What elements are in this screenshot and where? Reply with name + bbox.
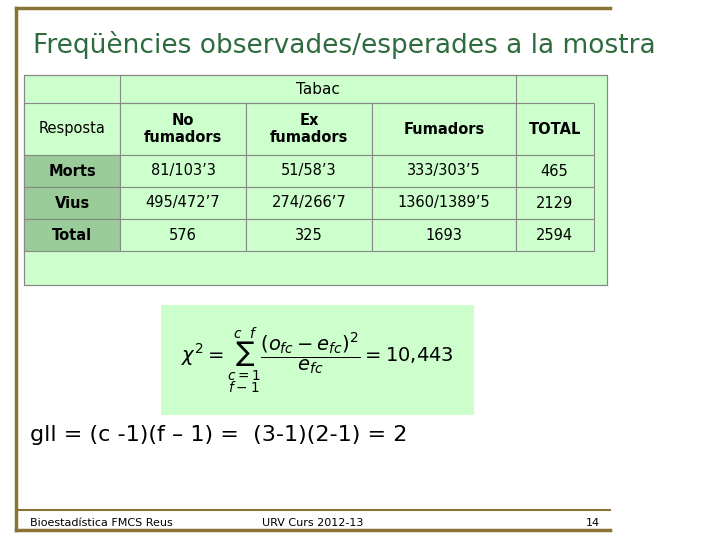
Text: $\chi^2 = \sum_{\substack{c=1\\f-1}}^{c\ \ f}\dfrac{(o_{fc}-e_{fc})^2}{e_{fc}} =: $\chi^2 = \sum_{\substack{c=1\\f-1}}^{c\… (181, 325, 454, 395)
Text: URV Curs 2012-13: URV Curs 2012-13 (262, 518, 364, 528)
FancyBboxPatch shape (516, 155, 594, 187)
FancyBboxPatch shape (120, 75, 516, 103)
FancyBboxPatch shape (372, 219, 516, 251)
FancyBboxPatch shape (24, 75, 607, 285)
FancyBboxPatch shape (246, 103, 372, 155)
FancyBboxPatch shape (120, 103, 246, 155)
FancyBboxPatch shape (516, 219, 594, 251)
FancyBboxPatch shape (120, 219, 246, 251)
Text: Total: Total (52, 227, 92, 242)
Text: 495/472’7: 495/472’7 (145, 195, 220, 211)
Text: 325: 325 (295, 227, 323, 242)
FancyBboxPatch shape (24, 103, 120, 155)
FancyBboxPatch shape (246, 219, 372, 251)
Text: 2129: 2129 (536, 195, 573, 211)
Text: 51/58’3: 51/58’3 (282, 164, 337, 179)
FancyBboxPatch shape (516, 103, 594, 155)
FancyBboxPatch shape (24, 187, 120, 219)
Text: 465: 465 (541, 164, 569, 179)
Text: 1693: 1693 (426, 227, 462, 242)
FancyBboxPatch shape (516, 187, 594, 219)
Text: Ex
fumadors: Ex fumadors (270, 113, 348, 145)
FancyBboxPatch shape (372, 103, 516, 155)
Text: 333/303’5: 333/303’5 (407, 164, 481, 179)
Text: Bioestadística FMCS Reus: Bioestadística FMCS Reus (30, 518, 174, 528)
FancyBboxPatch shape (372, 155, 516, 187)
Text: TOTAL: TOTAL (528, 122, 581, 137)
FancyBboxPatch shape (24, 219, 120, 251)
Text: 576: 576 (169, 227, 197, 242)
Text: Tabac: Tabac (296, 82, 340, 97)
FancyBboxPatch shape (246, 155, 372, 187)
Text: No
fumadors: No fumadors (144, 113, 222, 145)
Text: 1360/1389’5: 1360/1389’5 (397, 195, 490, 211)
FancyBboxPatch shape (372, 187, 516, 219)
FancyBboxPatch shape (120, 187, 246, 219)
Text: Resposta: Resposta (39, 122, 106, 137)
FancyBboxPatch shape (246, 187, 372, 219)
Text: 14: 14 (585, 518, 600, 528)
Text: 81/103’3: 81/103’3 (150, 164, 215, 179)
Text: 2594: 2594 (536, 227, 573, 242)
Text: Vius: Vius (55, 195, 90, 211)
Text: 274/266’7: 274/266’7 (271, 195, 346, 211)
FancyBboxPatch shape (161, 305, 474, 415)
FancyBboxPatch shape (120, 155, 246, 187)
Text: Morts: Morts (48, 164, 96, 179)
Text: Fumadors: Fumadors (403, 122, 485, 137)
Text: gll = (c -1)(f – 1) =  (3-1)(2-1) = 2: gll = (c -1)(f – 1) = (3-1)(2-1) = 2 (30, 425, 408, 445)
FancyBboxPatch shape (24, 155, 120, 187)
Text: Freqüències observades/esperades a la mostra: Freqüències observades/esperades a la mo… (33, 31, 656, 59)
